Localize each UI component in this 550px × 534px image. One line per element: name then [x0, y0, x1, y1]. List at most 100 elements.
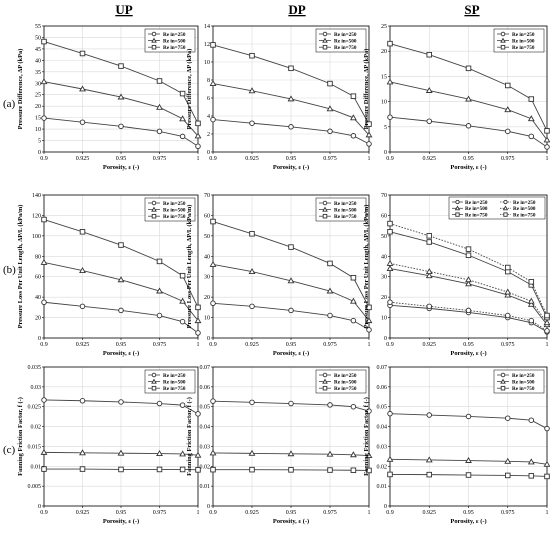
- legend-label: Re in=500: [334, 38, 357, 44]
- y-tick-label: 60: [204, 213, 210, 219]
- legend-label: Re in=250: [163, 201, 186, 207]
- data-point: [156, 258, 163, 265]
- data-point: [249, 52, 255, 59]
- y-axis-label: Pressure Difference, ΔP (kPa): [363, 49, 370, 130]
- series-triangle: [209, 260, 373, 324]
- data-point: [117, 449, 125, 456]
- x-tick-label: 0.925: [76, 156, 90, 162]
- data-point: [465, 95, 472, 102]
- series-triangle: [386, 455, 550, 467]
- series-circle-dotted: [387, 299, 550, 334]
- legend-marker: [322, 44, 328, 50]
- data-point: [544, 328, 550, 334]
- y-tick-label: 15: [381, 74, 387, 80]
- data-point: [195, 120, 201, 127]
- data-point: [527, 300, 535, 307]
- data-point: [118, 123, 124, 130]
- plot-frame: [43, 25, 199, 153]
- data-point: [209, 80, 217, 87]
- legend-label: Re in=250: [163, 373, 186, 379]
- legend-label: Re in=250: [163, 32, 186, 38]
- data-point: [179, 466, 186, 473]
- y-tick-label: 0.06: [200, 385, 211, 391]
- series-circle: [387, 114, 550, 150]
- data-point: [179, 318, 186, 325]
- data-point: [505, 82, 511, 89]
- data-point: [543, 460, 550, 467]
- data-point: [350, 93, 357, 99]
- legend-marker: [322, 372, 328, 378]
- y-tick-label: 0.035: [28, 365, 42, 371]
- y-tick-label: 45: [35, 47, 41, 53]
- plot-frame: [389, 366, 548, 507]
- x-tick-label: 0.95: [463, 156, 474, 162]
- series-square: [41, 216, 201, 311]
- data-point: [40, 78, 48, 85]
- legend-label: Re in=750: [334, 386, 357, 392]
- x-tick-label: 0.925: [245, 510, 259, 516]
- legend-marker: [454, 205, 461, 211]
- data-point: [179, 133, 186, 140]
- y-tick-label: 8: [207, 78, 210, 84]
- plot-frame: [212, 25, 370, 153]
- y-tick-label: 0.01: [200, 484, 211, 490]
- data-point: [465, 307, 472, 314]
- series-circle: [210, 398, 372, 414]
- y-tick-label: 0: [384, 150, 387, 156]
- data-point: [79, 466, 86, 472]
- panel-b-DP: 0 10 20 30 40 50 60 70 0.9 0.925 0.95 0.975 1 Porosit…: [186, 193, 373, 357]
- data-point: [465, 65, 472, 72]
- data-point: [527, 115, 535, 122]
- series-triangle: [40, 78, 202, 139]
- x-tick-label: 0.9: [209, 510, 217, 516]
- legend-label: Re in=750: [334, 45, 357, 51]
- y-tick-label: 0: [38, 336, 41, 342]
- x-tick-label: 0.925: [245, 342, 259, 348]
- y-tick-label: 50: [204, 234, 210, 240]
- data-point: [288, 124, 294, 130]
- data-point: [527, 297, 535, 304]
- data-point: [505, 312, 511, 319]
- legend-marker: [322, 31, 328, 37]
- data-point: [528, 417, 535, 423]
- y-tick-label: 30: [204, 275, 210, 281]
- legend-label: Re in=500: [512, 379, 535, 385]
- data-point: [465, 276, 472, 283]
- data-point: [210, 42, 216, 48]
- data-point: [426, 118, 433, 125]
- data-point: [156, 312, 163, 319]
- y-axis-label: Pressure Difference, ΔP (kPa): [186, 49, 193, 130]
- data-point: [366, 408, 372, 414]
- data-point: [79, 85, 86, 92]
- y-tick-label: 2: [207, 132, 210, 138]
- legend-box: [448, 196, 546, 220]
- data-point: [209, 449, 217, 456]
- y-axis-label: Fanning Friction Factor, f (-): [363, 397, 370, 476]
- y-tick-label: 35: [35, 70, 41, 76]
- legend-marker: [500, 44, 506, 50]
- legend-marker: [503, 199, 508, 205]
- data-point: [156, 78, 163, 84]
- data-point: [79, 303, 86, 310]
- x-tick-label: 0.9: [40, 510, 48, 516]
- data-point: [288, 400, 294, 407]
- data-point: [465, 123, 472, 129]
- legend-marker: [500, 372, 506, 378]
- data-point: [79, 449, 86, 456]
- legend-label: Re in=500: [465, 206, 488, 212]
- data-point: [156, 450, 163, 457]
- y-tick-label: 80: [35, 254, 41, 260]
- x-tick-label: 0.9: [209, 156, 217, 162]
- panel-b-UP: 0 20 40 60 80 100 120 140 0.9 0.925 0.95 0.975 1 Poro…: [17, 193, 202, 357]
- data-point: [350, 317, 357, 324]
- series-line: [212, 44, 370, 125]
- y-tick-label: 0: [207, 150, 210, 156]
- x-axis-label: Porosity, ε (-): [273, 518, 309, 525]
